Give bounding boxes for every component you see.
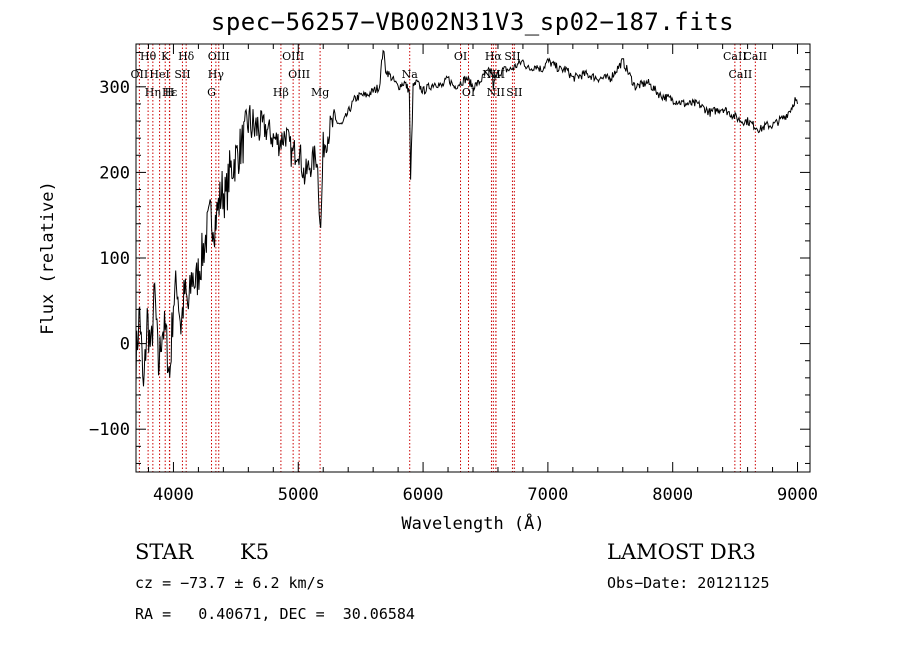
spectral-line-label: OI xyxy=(454,50,467,63)
x-axis-label: Wavelength (Å) xyxy=(401,512,544,534)
spectral-line-label: CaII xyxy=(723,50,747,63)
y-tick-label: 300 xyxy=(99,78,130,98)
spectral-line-label: SII xyxy=(174,68,190,81)
obs-date: Obs−Date: 20121125 xyxy=(607,574,770,592)
y-tick-label: 100 xyxy=(99,249,130,269)
x-tick-label: 6000 xyxy=(403,485,444,505)
plot-frame xyxy=(135,43,811,473)
y-axis-label: Flux (relative) xyxy=(38,181,58,335)
x-tick-label: 7000 xyxy=(527,485,568,505)
x-tick-label: 9000 xyxy=(777,485,818,505)
spectral-line-label: NII xyxy=(482,68,500,81)
class-label: STAR xyxy=(135,540,194,564)
spectral-line-label: Hβ xyxy=(273,86,289,99)
spectral-line-label: OIII xyxy=(208,50,230,63)
spectral-line-label: Hθ xyxy=(140,50,157,63)
y-tick-label: 200 xyxy=(99,163,130,183)
spectral-line-label: HeI xyxy=(149,68,169,81)
spectral-line-label: CaII xyxy=(729,68,753,81)
spectral-line-label: OI xyxy=(462,86,475,99)
spectral-line-label: NII xyxy=(487,86,505,99)
x-tick-label: 8000 xyxy=(652,485,693,505)
spectral-line-label: H xyxy=(165,86,175,99)
y-tick-label: −100 xyxy=(89,420,130,440)
axis-ticks: 4000 5000 6000 7000 8000 9000 −100 0 100 200 300 xyxy=(89,44,818,505)
survey-label: LAMOST DR3 xyxy=(607,540,756,564)
spectral-line-label: OII xyxy=(131,68,149,81)
spectral-line-label: OIII xyxy=(288,68,310,81)
y-tick-label: 0 xyxy=(120,335,130,355)
spectrum-line xyxy=(135,49,798,387)
spectral-line-label: Hα xyxy=(485,50,503,63)
cz-text: cz = −73.7 ± 6.2 km/s xyxy=(135,574,325,592)
spectral-line-label: NII xyxy=(487,68,505,81)
spectral-line-label: Hε xyxy=(162,86,178,99)
spectral-line-label: K xyxy=(161,50,170,63)
spectral-lines-layer xyxy=(138,44,756,472)
spectral-line-label: Hδ xyxy=(178,50,195,63)
spectral-line-label: CaII xyxy=(743,50,767,63)
spectral-line-label: SII xyxy=(506,86,522,99)
spectral-line-label: G xyxy=(207,86,216,99)
spectral-line-label: Hη xyxy=(145,86,161,99)
spectral-line-label: Mg xyxy=(311,86,329,99)
spectral-line-label: Na xyxy=(402,68,419,81)
spectrum-layer xyxy=(135,49,798,387)
chart-title: spec−56257−VB002N31V3_sp02−187.fits xyxy=(210,8,735,36)
spectral-line-label: SII xyxy=(504,50,520,63)
subclass-label: K5 xyxy=(240,540,270,564)
spectral-line-label: OIII xyxy=(282,50,304,63)
ra-dec-text: RA = 0.40671, DEC = 30.06584 xyxy=(135,605,415,623)
x-tick-label: 5000 xyxy=(278,485,319,505)
x-tick-label: 4000 xyxy=(153,485,194,505)
spectral-line-label: Hγ xyxy=(208,68,225,81)
